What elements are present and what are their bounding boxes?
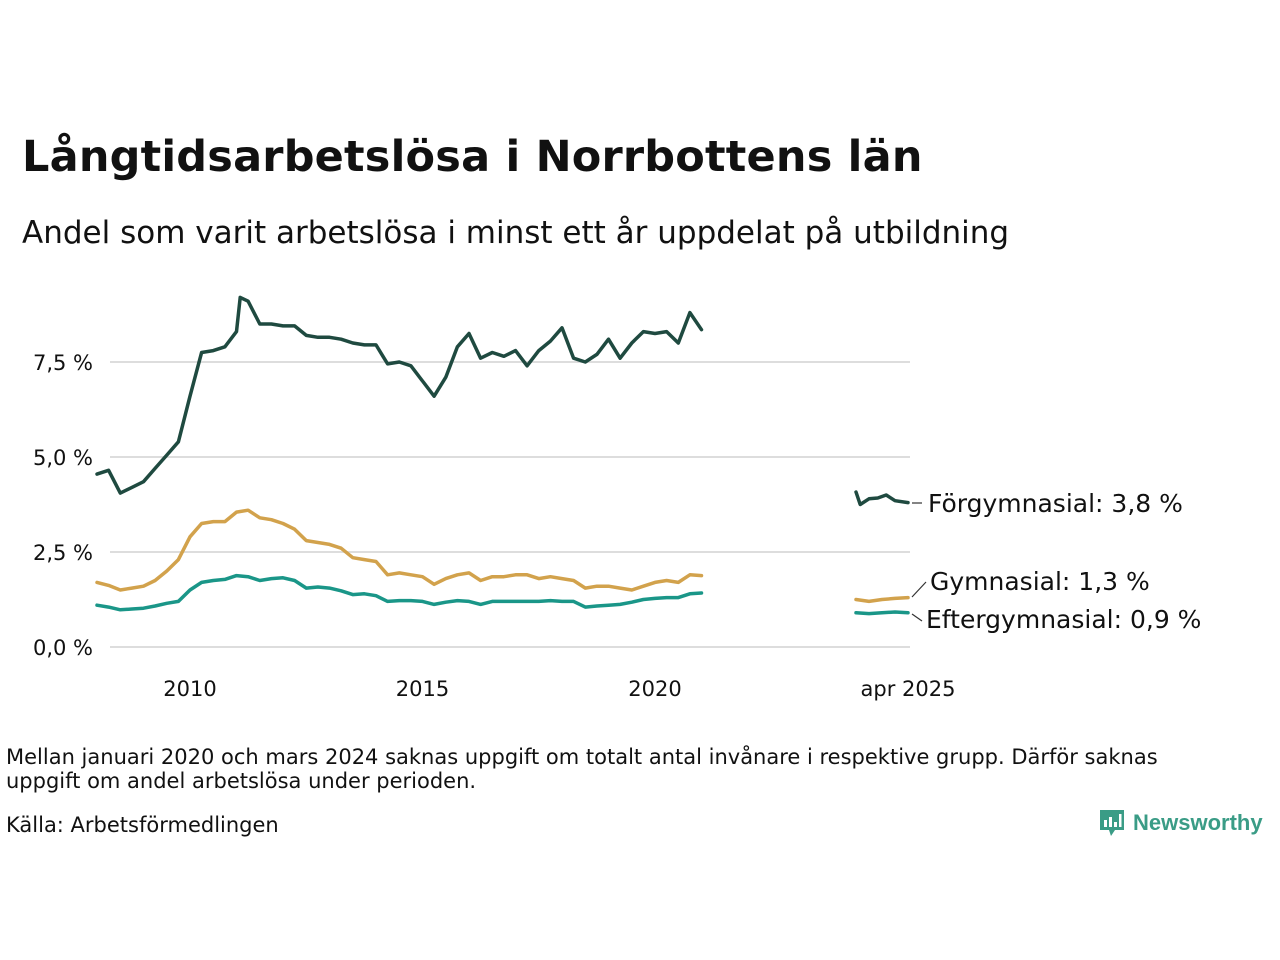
series-labels: Förgymnasial: 3,8 % Gymnasial: 1,3 % Efter… xyxy=(911,489,1201,634)
series-line-eftergymnasial-history xyxy=(95,573,704,612)
x-tick-label: 2015 xyxy=(396,677,449,701)
newsworthy-icon xyxy=(1100,810,1124,836)
chart-subtitle: Andel som varit arbetslösa i minst ett å… xyxy=(22,215,1010,251)
y-axis-ticks: 0,0 % 2,5 % 5,0 % 7,5 % xyxy=(33,351,93,660)
series-line-gymnasial-recent xyxy=(854,595,910,604)
brand-name: Newsworthy xyxy=(1133,810,1263,835)
y-tick-label: 0,0 % xyxy=(33,636,93,660)
x-tick-label: 2020 xyxy=(628,677,681,701)
label-leader-line xyxy=(911,613,923,622)
x-tick-label: 2010 xyxy=(163,677,216,701)
source-text: Källa: Arbetsförmedlingen xyxy=(6,813,279,837)
x-axis-ticks: 2010 2015 2020 apr 2025 xyxy=(163,677,955,701)
line-chart: 0,0 % 2,5 % 5,0 % 7,5 % 2010 2015 2020 apr 202… xyxy=(33,295,1201,701)
footnote: Mellan januari 2020 och mars 2024 saknas… xyxy=(6,745,1158,793)
y-tick-label: 7,5 % xyxy=(33,351,93,375)
series-line-eftergymnasial-recent xyxy=(854,610,910,616)
series-line-gymnasial-history xyxy=(95,508,704,592)
series-label: Förgymnasial: 3,8 % xyxy=(928,489,1183,518)
series-line-förgymnasial-recent xyxy=(854,490,910,507)
series-label: Gymnasial: 1,3 % xyxy=(930,567,1150,596)
grid-lines xyxy=(110,361,910,648)
y-tick-label: 5,0 % xyxy=(33,446,93,470)
y-tick-label: 2,5 % xyxy=(33,541,93,565)
series-lines xyxy=(95,295,910,616)
brand-logo: Newsworthy xyxy=(1098,808,1263,838)
chart-title: Långtidsarbetslösa i Norrbottens län xyxy=(22,132,923,182)
x-tick-label: apr 2025 xyxy=(861,677,956,701)
series-line-förgymnasial-history xyxy=(95,295,704,495)
series-label: Eftergymnasial: 0,9 % xyxy=(926,605,1201,634)
label-leader-line xyxy=(911,581,927,598)
